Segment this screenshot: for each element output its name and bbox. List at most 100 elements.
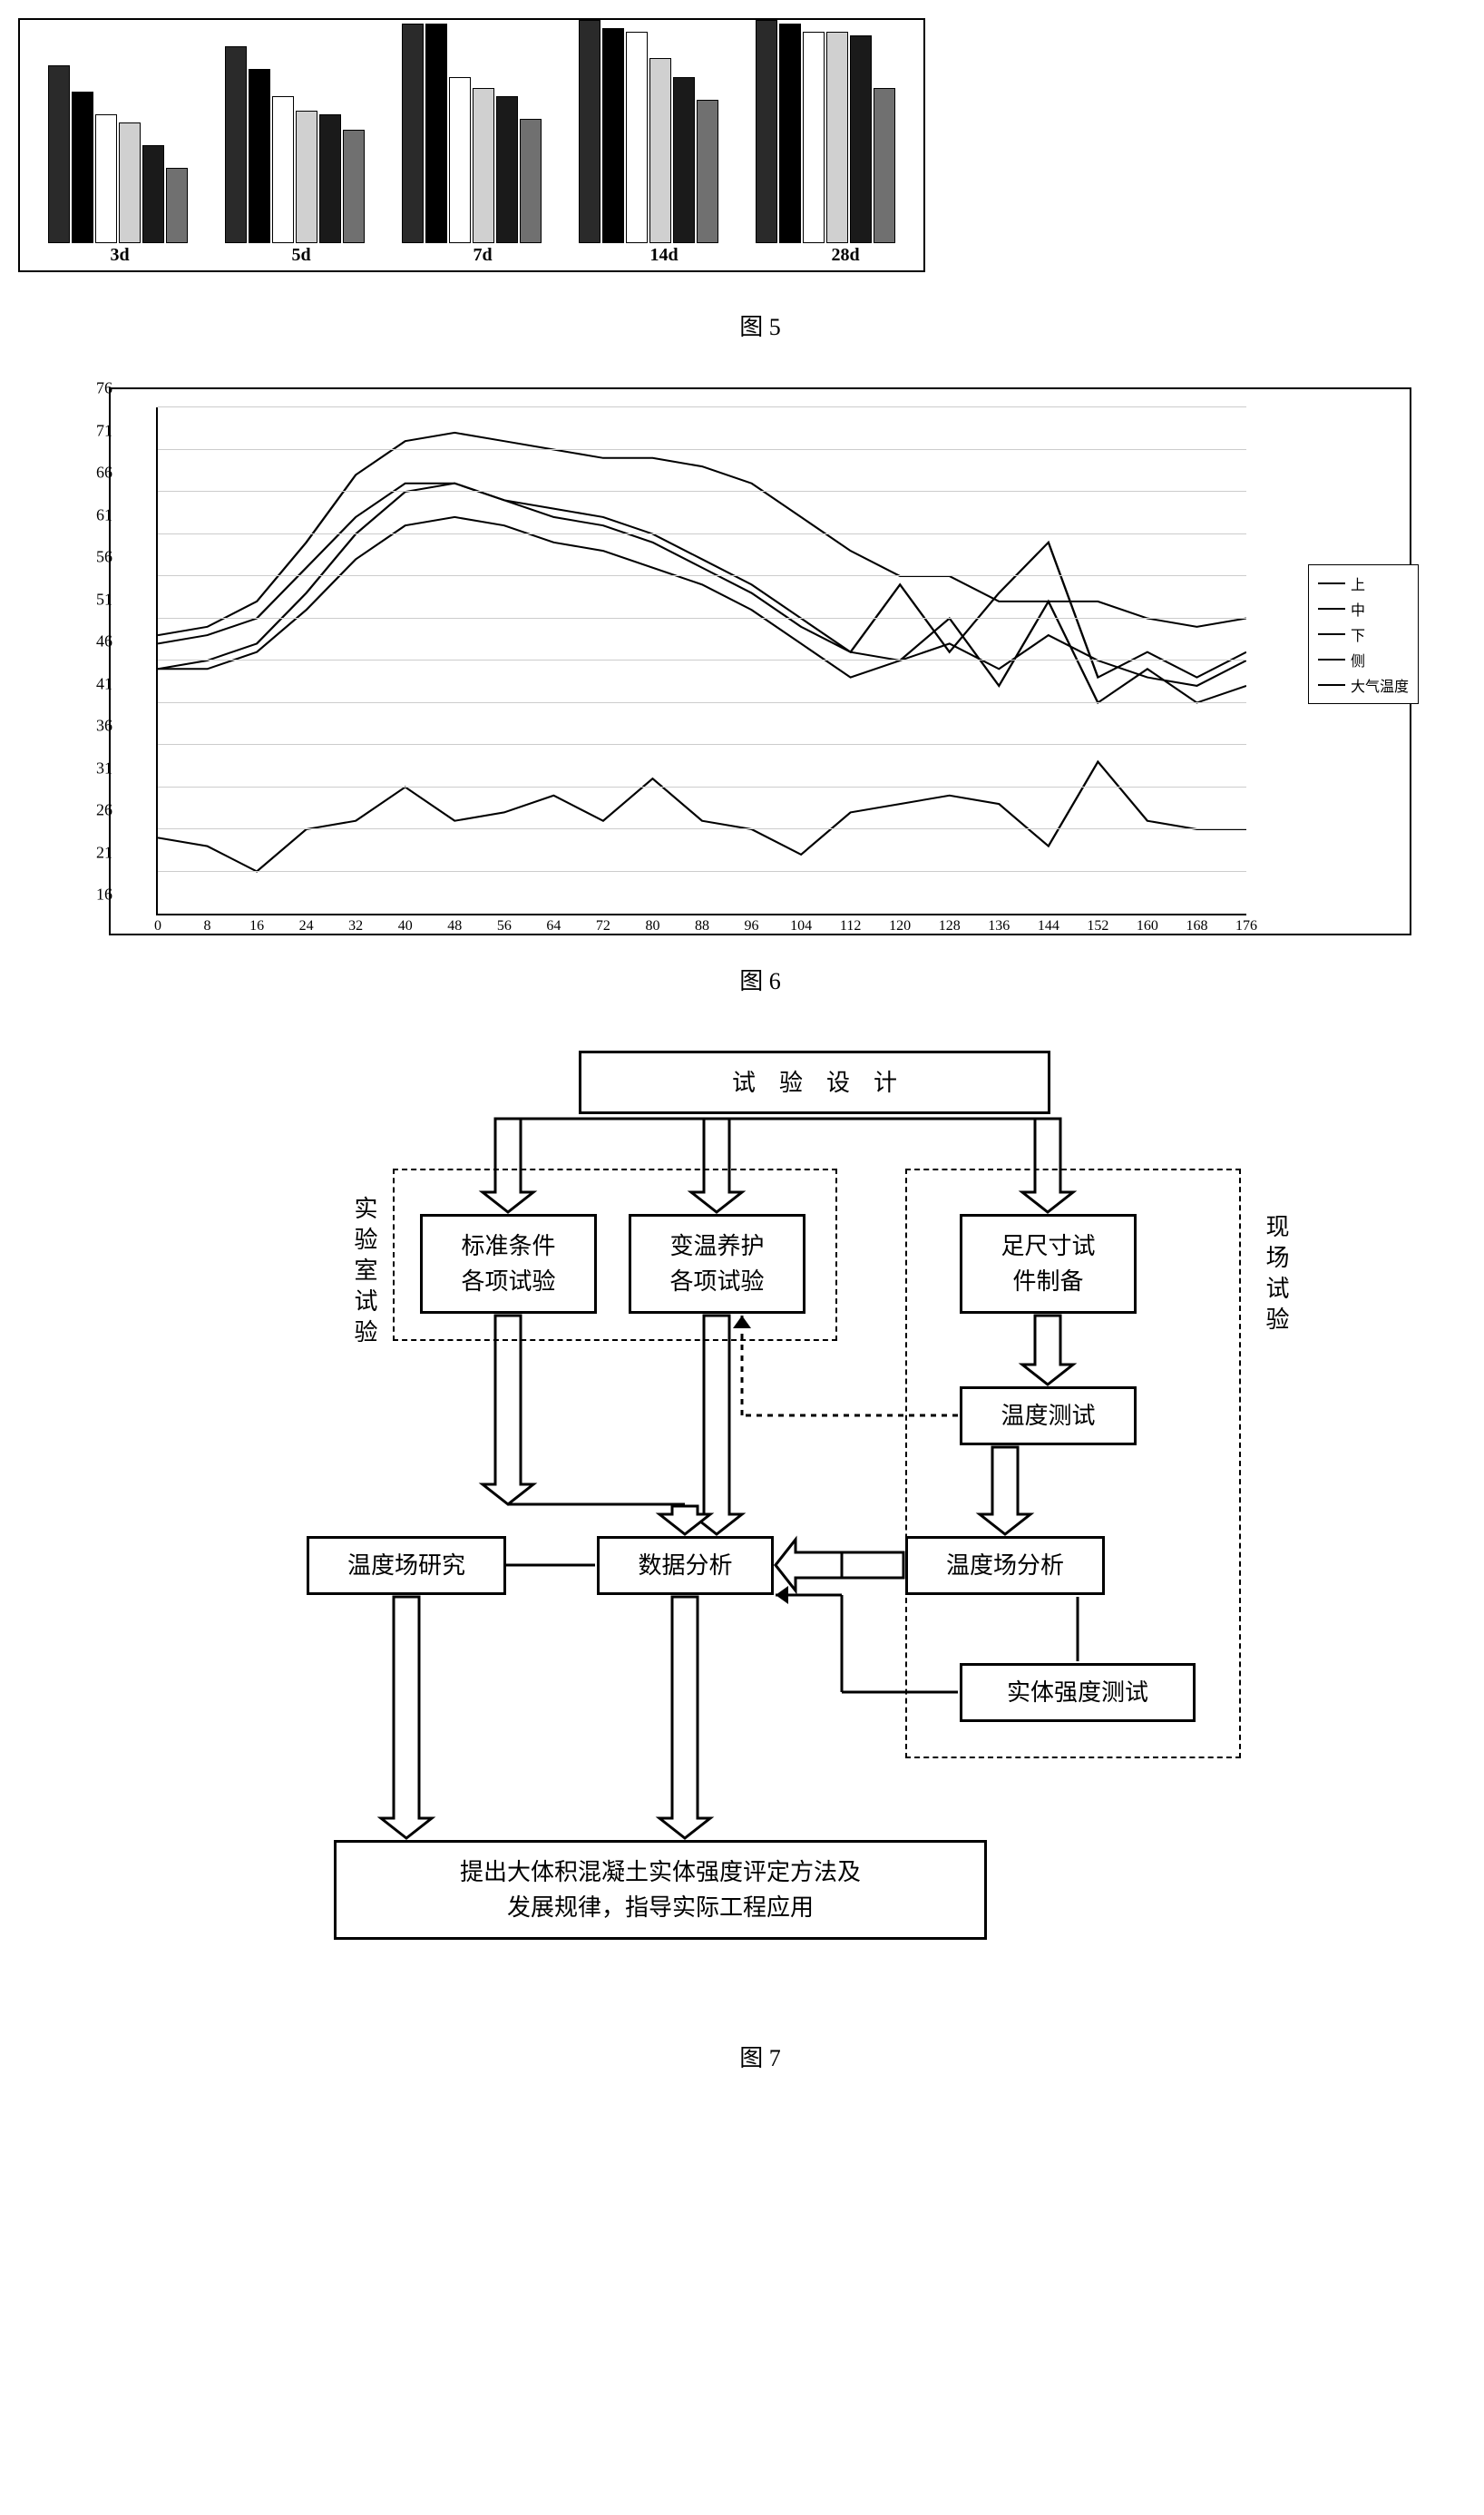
fig6-xtick: 136 <box>988 918 1010 935</box>
fig6-legend-line <box>1318 633 1345 635</box>
fig6-legend-label: 中 <box>1351 598 1365 620</box>
fig6-xtick: 144 <box>1038 918 1059 935</box>
fig6-legend-label: 侧 <box>1351 649 1365 670</box>
fig6-legend-line <box>1318 582 1345 584</box>
figure-6-line-chart: 16212631364146515661667176 0816243240485… <box>109 387 1411 935</box>
fig5-bar <box>649 58 671 243</box>
fig5-bar <box>319 114 341 243</box>
fig6-xtick: 16 <box>249 918 264 935</box>
fig6-ytick: 21 <box>96 843 112 862</box>
fig5-bar <box>166 168 188 243</box>
fig6-ytick: 76 <box>96 379 112 398</box>
fig5-bar <box>425 24 447 243</box>
figure-6-caption: 图 6 <box>18 963 1484 996</box>
fig5-bar <box>496 96 518 244</box>
fig6-legend-line <box>1318 659 1345 661</box>
fig5-bar <box>449 77 471 243</box>
fig6-xtick: 88 <box>695 918 709 935</box>
fig6-ytick: 36 <box>96 717 112 736</box>
fig6-ytick: 56 <box>96 548 112 567</box>
fig6-xtick: 128 <box>939 918 961 935</box>
fig5-bar <box>142 145 164 243</box>
fig6-xtick: 48 <box>447 918 462 935</box>
fig5-bar <box>48 65 70 243</box>
fig6-xtick: 40 <box>398 918 413 935</box>
fig5-bars <box>20 20 923 243</box>
fig5-bar <box>272 96 294 244</box>
fig6-ytick: 66 <box>96 464 112 483</box>
fig5-bar <box>850 35 872 243</box>
fig6-legend: 上中下侧大气温度 <box>1308 564 1419 704</box>
fig7-node: 温度场研究 <box>307 1536 506 1595</box>
fig5-bar <box>697 100 718 243</box>
fig5-bar <box>72 92 93 243</box>
fig6-xtick: 160 <box>1137 918 1158 935</box>
fig6-legend-item: 大气温度 <box>1318 672 1409 698</box>
fig6-plot-area: 16212631364146515661667176 0816243240485… <box>156 407 1246 915</box>
fig5-xlabel: 3d <box>93 245 147 266</box>
fig7-arrow <box>691 1316 742 1534</box>
fig6-lines <box>158 407 1246 914</box>
fig5-bar <box>756 20 777 243</box>
fig5-bar-group <box>225 46 365 243</box>
fig7-node: 标准条件各项试验 <box>420 1214 597 1314</box>
fig6-ytick: 51 <box>96 590 112 609</box>
fig5-bar <box>119 122 141 243</box>
figure-7-caption: 图 7 <box>18 2040 1484 2073</box>
fig7-node: 温度测试 <box>960 1386 1137 1445</box>
fig6-xtick: 0 <box>154 918 161 935</box>
fig7-node: 试 验 设 计 <box>579 1051 1050 1114</box>
fig6-legend-label: 上 <box>1351 572 1365 594</box>
fig5-plot-area: 0102030405060 3d5d7d14d28d <box>18 18 925 272</box>
fig7-arrow <box>776 1540 842 1590</box>
fig6-legend-item: 上 <box>1318 571 1409 596</box>
fig5-xlabel: 28d <box>818 245 873 266</box>
fig5-bar-group <box>579 20 718 243</box>
fig5-xlabel: 14d <box>637 245 691 266</box>
fig6-ytick: 16 <box>96 886 112 905</box>
fig6-legend-line <box>1318 684 1345 686</box>
fig6-legend-label: 大气温度 <box>1351 674 1409 696</box>
fig5-bar <box>249 69 270 243</box>
fig7-vertical-label: 现场试验 <box>1259 1214 1293 1337</box>
fig6-x-axis: 0816243240485664728088961041121201281361… <box>158 918 1246 941</box>
fig7-arrow <box>381 1597 432 1838</box>
fig6-xtick: 56 <box>497 918 512 935</box>
figure-5-caption: 图 5 <box>18 308 1484 342</box>
fig5-bar <box>602 28 624 244</box>
fig5-bar <box>95 114 117 243</box>
fig5-bar <box>225 46 247 243</box>
figure-5-bar-chart: 0102030405060 3d5d7d14d28d 中心混凝土2中间混凝土5侧… <box>18 18 1484 272</box>
fig5-bar <box>803 32 825 243</box>
fig5-bar <box>520 119 542 244</box>
fig5-bar <box>673 77 695 243</box>
fig5-bar <box>473 88 494 243</box>
fig5-bar <box>296 111 317 243</box>
fig6-ytick: 46 <box>96 632 112 651</box>
fig6-xtick: 152 <box>1087 918 1108 935</box>
fig5-bar <box>626 32 648 243</box>
fig5-bar <box>779 24 801 243</box>
fig5-bar <box>402 24 424 243</box>
fig6-xtick: 176 <box>1235 918 1257 935</box>
fig7-node: 实体强度测试 <box>960 1663 1196 1722</box>
fig6-ytick: 26 <box>96 801 112 820</box>
figure-7-flowchart: 试 验 设 计标准条件各项试验变温养护各项试验足尺寸试件制备温度测试温度场研究数… <box>216 1051 1304 2012</box>
fig7-node: 温度场分析 <box>905 1536 1105 1595</box>
fig6-legend-label: 下 <box>1351 623 1365 645</box>
fig6-xtick: 32 <box>348 918 363 935</box>
fig5-bar <box>343 130 365 243</box>
fig5-bar-group <box>402 24 542 243</box>
fig6-legend-item: 侧 <box>1318 647 1409 672</box>
fig7-node: 足尺寸试件制备 <box>960 1214 1137 1314</box>
fig7-arrowhead <box>776 1586 788 1604</box>
fig7-node: 提出大体积混凝土实体强度评定方法及发展规律，指导实际工程应用 <box>334 1840 987 1940</box>
fig5-bar <box>874 88 895 243</box>
fig6-xtick: 8 <box>204 918 211 935</box>
fig5-bar-group <box>48 65 188 243</box>
fig6-series-line <box>158 517 1246 703</box>
fig6-ytick: 31 <box>96 758 112 778</box>
fig6-legend-item: 中 <box>1318 596 1409 621</box>
fig6-xtick: 80 <box>645 918 659 935</box>
fig6-xtick: 168 <box>1186 918 1207 935</box>
